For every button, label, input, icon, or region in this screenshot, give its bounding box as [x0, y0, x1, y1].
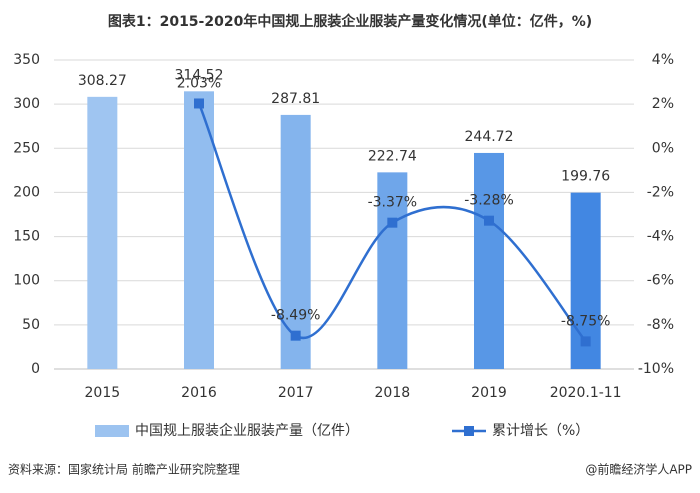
y-tick-label: 300	[13, 96, 40, 112]
y2-tick-label: 0%	[652, 140, 674, 156]
x-tick-label: 2016	[181, 385, 217, 401]
y2-tick-label: 4%	[652, 52, 674, 68]
line-value-label: 2.03%	[177, 75, 221, 91]
line-marker	[387, 217, 398, 228]
line-marker	[290, 330, 301, 341]
y-tick-label: 250	[13, 140, 40, 156]
bar-value-label: 308.27	[78, 73, 127, 89]
y2-tick-label: -4%	[647, 229, 674, 245]
x-tick-label: 2015	[85, 385, 121, 401]
bar-value-label: 287.81	[271, 91, 320, 107]
y2-tick-label: -6%	[647, 273, 674, 289]
line-value-label: -3.28%	[464, 193, 514, 209]
line-value-label: -8.75%	[561, 313, 611, 329]
y2-tick-label: -2%	[647, 184, 674, 200]
y-tick-label: 150	[13, 229, 40, 245]
y-tick-label: 200	[13, 184, 40, 200]
y-tick-label: 350	[13, 52, 40, 68]
x-tick-label: 2017	[278, 385, 314, 401]
y-tick-label: 0	[31, 361, 40, 377]
y2-tick-label: 2%	[652, 96, 674, 112]
bar	[474, 152, 504, 369]
legend-swatch	[95, 425, 129, 437]
line-marker	[580, 336, 591, 347]
line-marker	[484, 215, 494, 226]
line	[197, 103, 587, 343]
legend-label: 中国规上服装企业服装产量（亿件）	[135, 422, 359, 439]
line-value-label: -3.37%	[368, 195, 418, 211]
x-tick-label: 2019	[471, 385, 507, 401]
bar	[87, 96, 118, 370]
bar-value-label: 222.74	[368, 148, 417, 164]
y-tick-label: 50	[22, 317, 40, 333]
bar	[377, 172, 408, 369]
bar	[184, 91, 214, 370]
legend-label: 累计增长（%）	[492, 423, 589, 439]
credit: @前瞻经济学人APP	[585, 462, 692, 477]
bar-value-label: 314.52	[175, 67, 224, 83]
bar-value-label: 244.72	[465, 129, 514, 145]
legend-swatch	[464, 426, 474, 436]
line-marker	[194, 98, 204, 109]
x-tick-label: 2020.1-11	[550, 385, 622, 401]
chart-title: 图表1：2015-2020年中国规上服装企业服装产量变化情况(单位：亿件，%)	[108, 13, 592, 30]
y-tick-label: 100	[13, 273, 40, 289]
y2-tick-label: -8%	[647, 317, 674, 333]
x-tick-label: 2018	[375, 385, 411, 401]
bar-value-label: 199.76	[561, 169, 610, 185]
source-note: 资料来源：国家统计局 前瞻产业研究院整理	[8, 462, 240, 477]
y2-tick-label: -10%	[638, 361, 674, 377]
line-value-label: -8.49%	[271, 308, 321, 324]
